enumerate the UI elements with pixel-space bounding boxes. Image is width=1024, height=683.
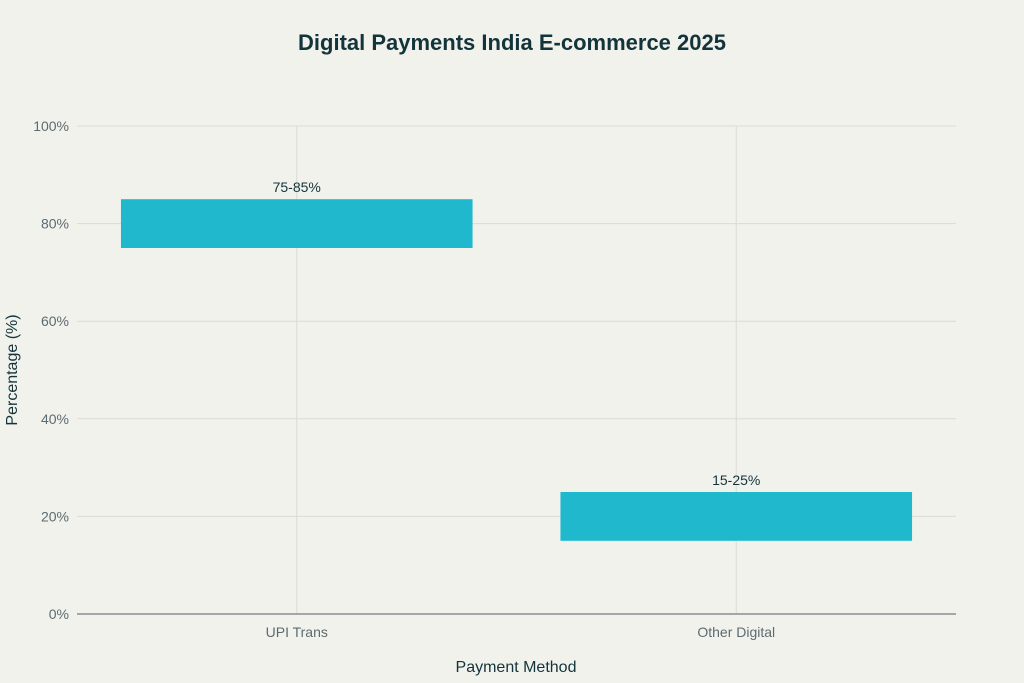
chart-title: Digital Payments India E-commerce 2025	[298, 30, 726, 55]
y-tick-label: 20%	[41, 508, 69, 524]
y-tick-label: 60%	[41, 313, 69, 329]
bar-value-label: 75-85%	[273, 179, 321, 195]
bar	[560, 492, 913, 541]
bar-value-label: 15-25%	[712, 472, 760, 488]
bar	[120, 199, 473, 248]
y-tick-label: 40%	[41, 411, 69, 427]
y-tick-label: 80%	[41, 216, 69, 232]
axis-layer: 0% 20% 40% 60% 80% 100% UPI Trans Other Digital	[33, 118, 956, 640]
x-axis-title: Payment Method	[456, 659, 577, 676]
x-tick-label: Other Digital	[697, 624, 775, 640]
x-tick-label: UPI Trans	[266, 624, 328, 640]
bar-layer: 75-85% 15-25%	[120, 179, 913, 541]
y-axis-title: Percentage (%)	[4, 314, 21, 425]
y-tick-label: 0%	[49, 606, 69, 622]
y-tick-label: 100%	[33, 118, 69, 134]
